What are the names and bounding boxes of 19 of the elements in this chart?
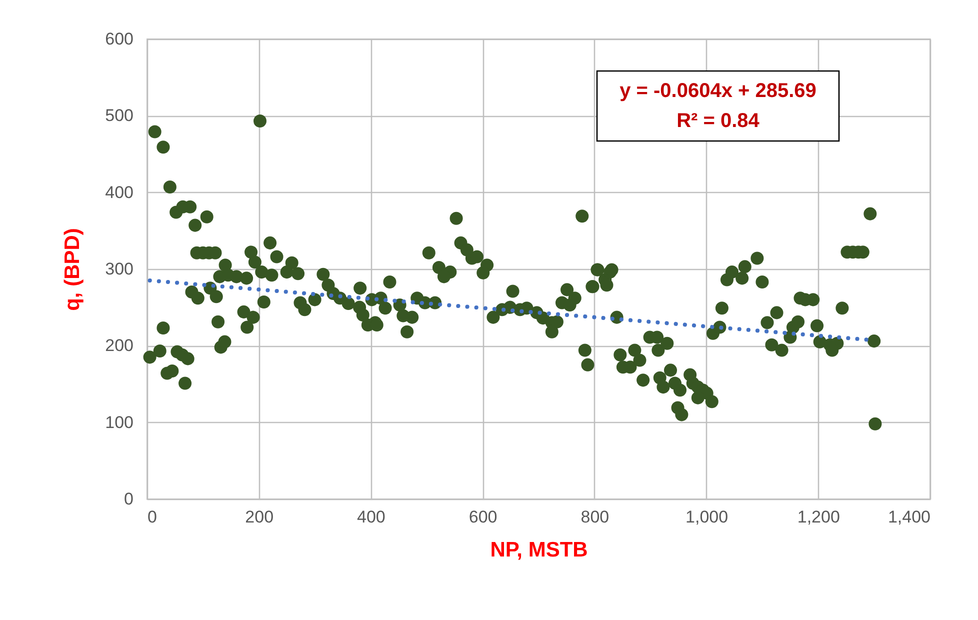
x-tick-label: 200 [245, 508, 274, 526]
y-tick-label: 500 [105, 106, 134, 126]
x-tick-label: 1,200 [797, 508, 840, 526]
y-tick-label: 300 [105, 260, 134, 278]
x-tick-label: 0 [148, 508, 157, 526]
x-tick-label: 1,400 [888, 508, 930, 526]
annotation: R² = 0.84 [676, 110, 760, 132]
x-tick-label: 400 [357, 508, 386, 526]
annotation: y = -0.0604x + 285.69 [620, 80, 816, 102]
y-tick-label: 0 [124, 490, 134, 508]
x-axis-title: NP, MSTB [490, 538, 588, 562]
x-tick-label: 600 [468, 508, 498, 526]
x-tick-label: 1,000 [686, 508, 728, 526]
y-axis-title: q, (BPD) [61, 228, 84, 311]
y-tick-label: 600 [105, 30, 134, 48]
y-tick-label: 200 [105, 336, 134, 356]
x-tick-label: 800 [580, 508, 610, 526]
y-tick-label: 100 [105, 412, 134, 432]
y-tick-label: 400 [105, 182, 134, 202]
